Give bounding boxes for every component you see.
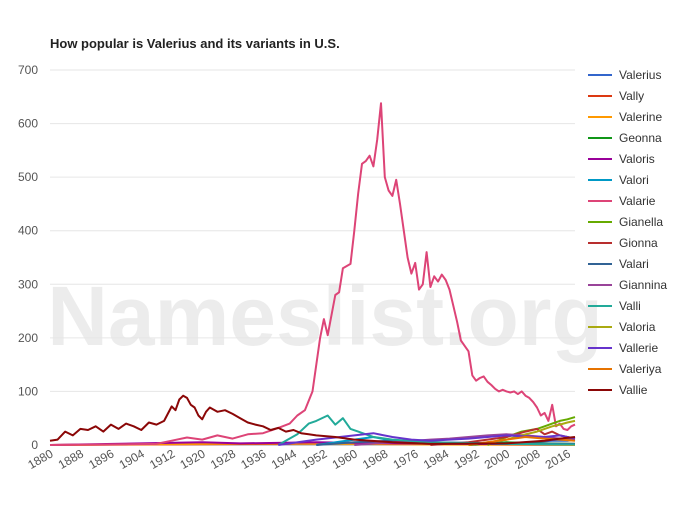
- legend-label: Valli: [619, 299, 641, 313]
- legend-item: Geonna: [588, 131, 662, 145]
- y-tick-label: 700: [18, 63, 38, 77]
- legend-item: Gionna: [588, 236, 658, 250]
- x-tick-label: 1976: [391, 446, 421, 472]
- legend-label: Valarie: [619, 194, 656, 208]
- x-tick-label: 2000: [482, 446, 512, 472]
- legend-label: Valari: [619, 257, 649, 271]
- legend-label: Vally: [619, 89, 644, 103]
- x-axis: 1880 1888 1896 1904 1912 1920 1928 1936 1944 1952…: [25, 446, 573, 472]
- legend-label: Valerine: [619, 110, 662, 124]
- legend-item: Vally: [588, 89, 644, 103]
- y-tick-label: 300: [18, 277, 38, 291]
- legend-item: Valori: [588, 173, 649, 187]
- legend-label: Valerius: [619, 68, 661, 82]
- chart-title: How popular is Valerius and its variants…: [50, 36, 340, 51]
- legend-item: Vallie: [588, 383, 648, 397]
- x-tick-label: 1952: [299, 446, 329, 472]
- watermark: Nameslist.org: [47, 269, 603, 363]
- series-line-vallerie: [278, 432, 576, 446]
- x-tick-label: 2008: [512, 446, 542, 472]
- x-tick-label: 1888: [56, 446, 86, 472]
- x-tick-label: 1968: [360, 446, 390, 472]
- x-tick-label: 1984: [421, 446, 451, 472]
- legend-label: Vallerie: [619, 341, 658, 355]
- y-tick-label: 0: [31, 438, 38, 452]
- legend-label: Gionna: [619, 236, 658, 250]
- series-line-giannina: [354, 433, 576, 446]
- legend-label: Gianella: [619, 215, 663, 229]
- gridlines: [50, 69, 575, 446]
- x-tick-label: 1960: [330, 446, 360, 472]
- legend-item: Valoria: [588, 320, 656, 334]
- legend-item: Valerius: [588, 68, 661, 82]
- legend-label: Valoria: [619, 320, 656, 334]
- x-tick-label: 1912: [147, 446, 177, 472]
- legend-label: Geonna: [619, 131, 662, 145]
- legend-label: Giannina: [619, 278, 667, 292]
- y-tick-label: 200: [18, 331, 38, 345]
- x-tick-label: 1896: [86, 446, 116, 472]
- legend-item: Valari: [588, 257, 649, 271]
- x-tick-label: 1992: [451, 446, 481, 472]
- legend-item: Vallerie: [588, 341, 658, 355]
- series-line-valarie: [49, 102, 576, 446]
- legend-label: Valori: [619, 173, 649, 187]
- series-lines: [49, 102, 576, 446]
- legend-label: Vallie: [619, 383, 648, 397]
- x-tick-label: 1928: [208, 446, 238, 472]
- x-tick-label: 2016: [543, 446, 573, 472]
- legend-item: Valli: [588, 299, 641, 313]
- legend-item: Gianella: [588, 215, 663, 229]
- legend-item: Valarie: [588, 194, 656, 208]
- x-tick-label: 1904: [117, 446, 147, 472]
- x-tick-label: 1944: [269, 446, 299, 472]
- y-tick-label: 400: [18, 224, 38, 238]
- series-line-vallie: [49, 394, 576, 445]
- legend-item: Giannina: [588, 278, 667, 292]
- legend: Valerius Vally Valerine Geonna Valoris Valori…: [588, 68, 667, 397]
- y-tick-label: 100: [18, 384, 38, 398]
- y-tick-label: 500: [18, 170, 38, 184]
- x-tick-label: 1920: [178, 446, 208, 472]
- x-tick-label: 1936: [238, 446, 268, 472]
- legend-item: Valerine: [588, 110, 662, 124]
- legend-label: Valoris: [619, 152, 655, 166]
- series-line-valli: [277, 414, 576, 446]
- legend-label: Valeriya: [619, 362, 662, 376]
- x-tick-label: 1880: [25, 446, 55, 472]
- legend-item: Valeriya: [588, 362, 662, 376]
- legend-item: Valoris: [588, 152, 655, 166]
- y-tick-label: 600: [18, 117, 38, 131]
- y-axis: 0 100 200 300 400 500 600 700: [18, 63, 38, 452]
